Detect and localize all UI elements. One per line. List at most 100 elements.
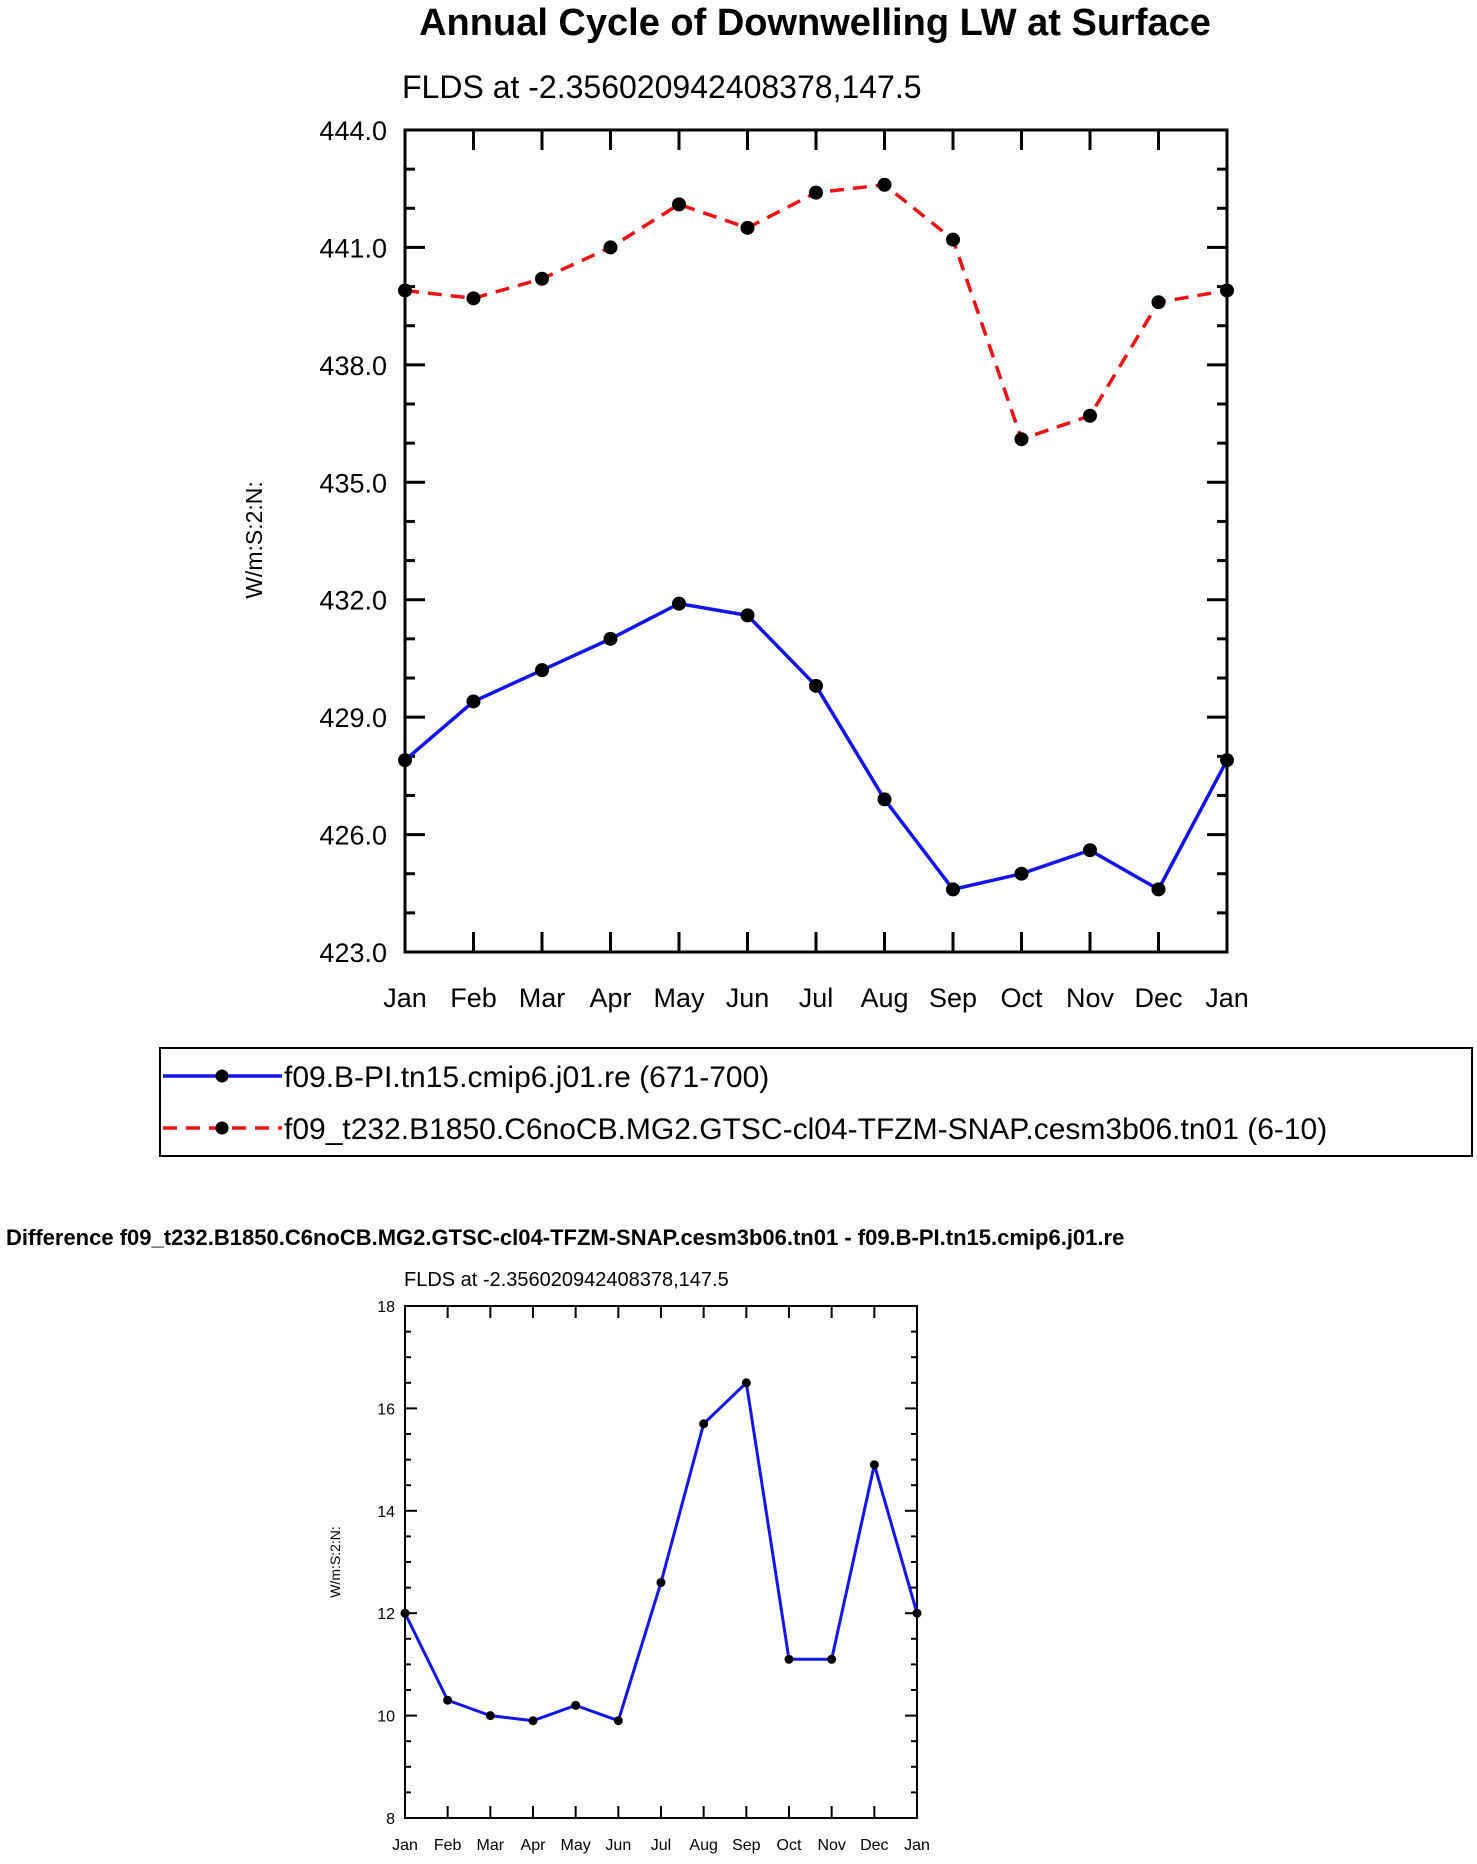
x-tick-label: Oct [1000,983,1043,1013]
data-point [946,882,960,897]
data-point [485,1711,495,1721]
data-point [1083,843,1097,858]
difference-y-axis-label: W/m:S:2:N: [327,1526,343,1598]
x-tick-label: Dec [860,1837,888,1854]
difference-plot-frame [404,1305,918,1819]
data-point [571,1700,581,1710]
x-tick-label: May [561,1837,591,1854]
x-tick-label: Feb [450,983,497,1013]
data-point [603,240,618,255]
x-tick-label: Apr [521,1837,547,1854]
y-tick-label: 16 [377,1401,395,1418]
annual-cycle-chart: Annual Cycle of Downwelling LW at Surfac… [241,2,1249,1013]
data-point [946,232,960,247]
legend-marker-1 [215,1069,229,1083]
y-tick-label: 423.0 [319,938,387,968]
y-tick-label: 12 [377,1606,395,1623]
y-tick-label: 441.0 [319,233,387,263]
data-point [1220,283,1234,298]
data-point [1151,882,1166,897]
data-point [740,220,755,235]
data-point [398,283,412,298]
difference-subtitle: FLDS at -2.356020942408378,147.5 [404,1269,729,1291]
legend-entry-1: f09.B-PI.tn15.cmip6.j01.re (671-700) [163,1061,769,1094]
x-tick-label: Oct [777,1837,802,1854]
x-tick-label: Mar [519,983,566,1013]
data-point [741,1378,751,1388]
data-point [603,631,618,646]
legend-marker-2 [215,1121,229,1135]
x-tick-label: Jan [904,1837,930,1854]
x-tick-label: Feb [434,1837,462,1854]
data-point [699,1419,709,1429]
data-point [869,1460,879,1470]
data-point [1014,432,1029,447]
x-tick-label: Jan [392,1837,418,1854]
x-tick-label: Apr [589,983,631,1013]
y-tick-label: 426.0 [319,821,387,851]
difference-chart: Difference f09_t232.B1850.C6noCB.MG2.GTS… [6,1225,1124,1854]
series-layer [398,177,1234,897]
data-point [672,596,686,611]
legend-label-2: f09_t232.B1850.C6noCB.MG2.GTSC-cl04-TFZM… [284,1113,1327,1146]
x-tick-label: Mar [477,1837,505,1854]
x-tick-label: Aug [860,983,908,1013]
plot-frame [403,128,1229,954]
y-tick-label: 10 [377,1709,395,1726]
data-point [443,1695,453,1705]
x-tick-label: Jun [605,1837,631,1854]
data-point [398,753,412,768]
x-tick-label: Jan [1205,983,1249,1013]
data-point [613,1716,623,1726]
x-tick-label: Dec [1134,983,1182,1013]
difference-title: Difference f09_t232.B1850.C6noCB.MG2.GTS… [6,1225,1124,1250]
data-point [877,792,892,807]
x-tick-label: May [653,983,705,1013]
y-tick-label: 432.0 [319,586,387,616]
x-tick-label: Sep [732,1837,761,1854]
data-point [672,197,686,212]
x-tick-label: Jun [726,983,770,1013]
data-point [528,1716,538,1726]
x-tick-label: Nov [817,1837,845,1854]
chart-title: Annual Cycle of Downwelling LW at Surfac… [419,2,1211,44]
data-point [1151,295,1166,310]
y-tick-label: 18 [377,1299,395,1316]
legend: f09.B-PI.tn15.cmip6.j01.re (671-700) f09… [159,1047,1473,1157]
y-axis-label: W/m:S:2:N: [241,481,267,599]
y-tick-label: 8 [386,1811,395,1828]
y-tick-label: 438.0 [319,351,387,381]
data-point [656,1577,666,1587]
y-tick-label: 435.0 [319,468,387,498]
data-point [535,663,549,678]
data-point [1083,408,1097,423]
axis-ticks: Jan Feb Mar Apr May Jun Jul Aug Sep Oct Nov Dec Jan 4… [319,116,1248,1013]
data-point [400,1608,410,1618]
data-point [827,1654,837,1664]
x-tick-label: Nov [1066,983,1115,1013]
legend-box [159,1047,1473,1157]
data-point [466,694,481,709]
series-line-1 [403,601,1229,892]
x-tick-label: Jul [799,983,834,1013]
data-point [535,271,549,286]
data-point [466,291,481,306]
x-tick-label: Jul [651,1837,671,1854]
y-tick-label: 444.0 [319,116,387,146]
data-point [1220,753,1234,768]
x-tick-label: Sep [929,983,977,1013]
data-point [912,1608,922,1618]
y-tick-label: 14 [377,1504,395,1521]
difference-axis-ticks: Jan Feb Mar Apr May Jun Jul Aug Sep Oct Nov Dec Jan 8… [377,1299,930,1854]
legend-entry-2: f09_t232.B1850.C6noCB.MG2.GTSC-cl04-TFZM… [163,1113,1327,1146]
legend-label-1: f09.B-PI.tn15.cmip6.j01.re (671-700) [284,1061,769,1094]
chart-subtitle: FLDS at -2.356020942408378,147.5 [402,69,922,105]
data-point [740,608,755,623]
data-point [1014,866,1029,881]
difference-series-layer [400,1378,922,1726]
x-tick-label: Aug [689,1837,717,1854]
series-line-2 [404,183,1228,441]
series-line-1 [403,1381,919,1723]
data-point [809,678,823,693]
